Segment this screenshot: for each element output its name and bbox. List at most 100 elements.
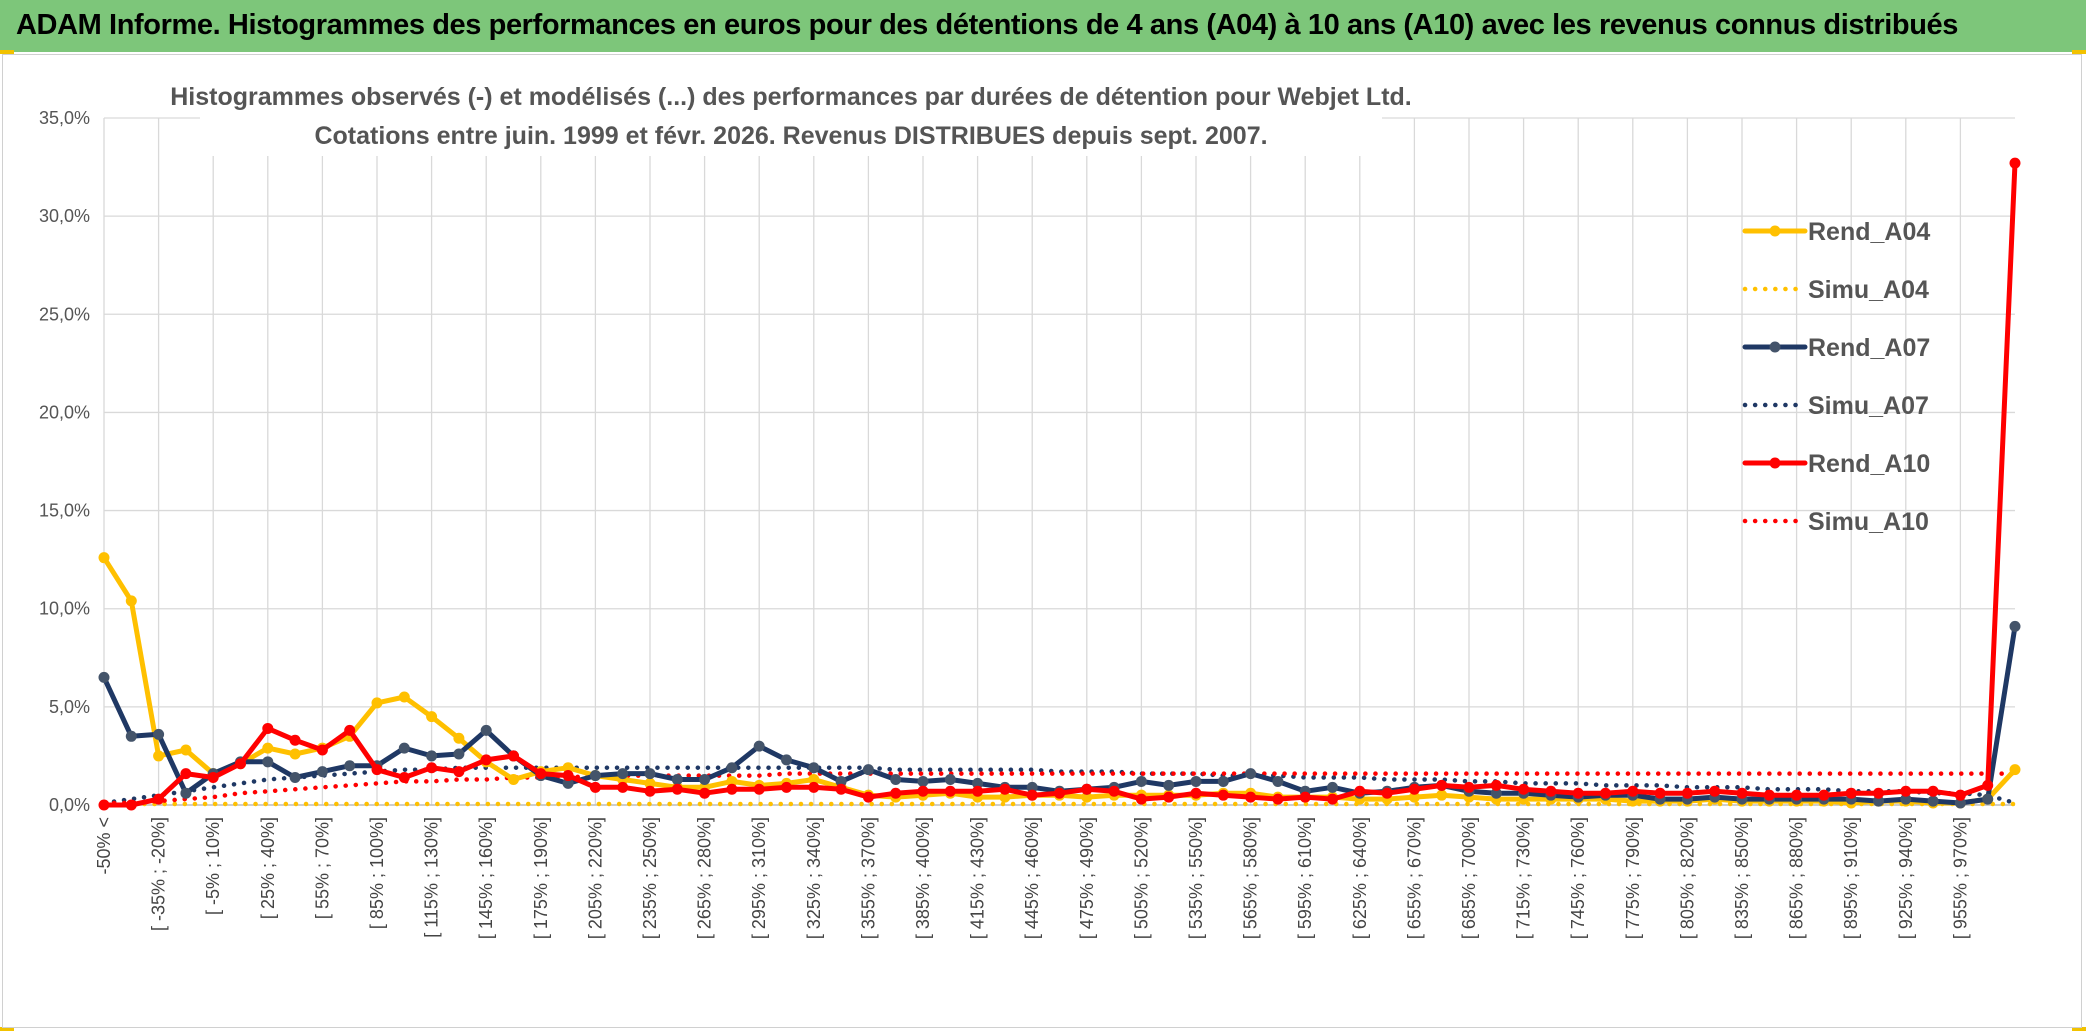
data-point-rend_a07 bbox=[1900, 793, 1912, 805]
data-point-rend_a10 bbox=[1217, 789, 1229, 801]
data-point-rend_a10 bbox=[207, 772, 219, 784]
data-point-rend_a07 bbox=[1190, 775, 1202, 787]
data-point-rend_a10 bbox=[316, 744, 328, 756]
data-point-rend_a07 bbox=[1217, 775, 1229, 787]
data-point-rend_a04 bbox=[808, 773, 820, 785]
data-point-rend_a10 bbox=[1600, 787, 1611, 799]
data-point-rend_a07 bbox=[617, 768, 629, 780]
series-line-rend_a07 bbox=[101, 623, 2018, 806]
data-point-rend_a10 bbox=[1518, 783, 1530, 795]
data-point-rend_a07 bbox=[944, 773, 956, 785]
data-point-rend_a10 bbox=[562, 770, 574, 782]
data-point-rend_a10 bbox=[1982, 779, 1994, 791]
data-point-rend_a07 bbox=[480, 724, 492, 736]
data-point-rend_a10 bbox=[644, 785, 656, 797]
data-point-rend_a10 bbox=[1736, 787, 1748, 799]
data-point-rend_a07 bbox=[98, 671, 110, 683]
data-point-rend_a10 bbox=[999, 783, 1011, 795]
data-point-rend_a07 bbox=[808, 762, 820, 774]
x-tick-label: [ 115% ; 130%] bbox=[422, 817, 442, 938]
legend-marker bbox=[1769, 457, 1781, 469]
x-tick-label: [ 235% ; 250%] bbox=[640, 817, 660, 939]
data-point-rend_a10 bbox=[426, 762, 438, 774]
data-point-rend_a10 bbox=[1463, 781, 1475, 793]
series-line-rend_a04 bbox=[101, 555, 2018, 806]
data-point-rend_a07 bbox=[589, 770, 601, 782]
data-point-rend_a10 bbox=[1627, 785, 1639, 797]
corner-mark bbox=[2072, 1027, 2086, 1031]
y-tick-label: 5,0% bbox=[49, 697, 90, 717]
data-point-rend_a10 bbox=[2009, 157, 2021, 169]
data-point-rend_a07 bbox=[972, 777, 984, 789]
legend-marker bbox=[1769, 225, 1781, 237]
x-tick-label: [ 295% ; 310%] bbox=[749, 817, 769, 939]
data-point-rend_a07 bbox=[426, 750, 438, 762]
data-point-rend_a10 bbox=[1791, 789, 1803, 801]
data-point-rend_a10 bbox=[535, 768, 547, 780]
data-point-rend_a04 bbox=[1436, 789, 1448, 801]
x-tick-label: [ 445% ; 460%] bbox=[1022, 817, 1042, 939]
data-point-rend_a04 bbox=[153, 750, 165, 762]
x-tick-label: [ 595% ; 610%] bbox=[1295, 817, 1315, 939]
corner-mark bbox=[2072, 50, 2086, 54]
data-point-rend_a07 bbox=[262, 756, 274, 768]
data-point-rend_a04 bbox=[262, 742, 274, 754]
data-point-rend_a10 bbox=[235, 758, 246, 770]
series-group bbox=[98, 157, 2021, 811]
data-point-rend_a07 bbox=[1026, 781, 1038, 793]
x-tick-label: [ 895% ; 910%] bbox=[1841, 817, 1861, 939]
data-point-rend_a07 bbox=[1135, 775, 1147, 787]
data-point-rend_a10 bbox=[1190, 787, 1202, 799]
data-point-rend_a10 bbox=[1654, 787, 1666, 799]
data-point-rend_a10 bbox=[1026, 789, 1038, 801]
data-point-rend_a07 bbox=[344, 760, 356, 772]
y-tick-label: 35,0% bbox=[39, 108, 90, 128]
data-point-rend_a10 bbox=[726, 783, 738, 795]
data-point-rend_a07 bbox=[671, 773, 683, 785]
x-tick-label: -50% < bbox=[94, 817, 114, 875]
data-point-rend_a04 bbox=[726, 775, 738, 787]
data-point-rend_a07 bbox=[316, 766, 328, 778]
data-point-rend_a10 bbox=[1327, 793, 1338, 805]
data-point-rend_a04 bbox=[289, 748, 301, 760]
data-point-rend_a10 bbox=[180, 768, 192, 780]
corner-mark bbox=[0, 1027, 14, 1031]
data-point-rend_a10 bbox=[1163, 791, 1175, 803]
y-tick-label: 0,0% bbox=[49, 795, 90, 815]
x-tick-label: [ 955% ; 970%] bbox=[1950, 817, 1970, 939]
data-point-rend_a07 bbox=[835, 775, 847, 787]
legend-label: Simu_A04 bbox=[1808, 276, 1929, 304]
data-point-rend_a04 bbox=[453, 732, 465, 744]
data-point-rend_a04 bbox=[562, 762, 574, 774]
data-point-rend_a10 bbox=[808, 781, 820, 793]
data-point-rend_a10 bbox=[1135, 793, 1147, 805]
data-point-rend_a07 bbox=[1163, 779, 1175, 791]
x-tick-label: [ 265% ; 280%] bbox=[695, 817, 715, 939]
corner-mark bbox=[0, 50, 14, 54]
x-tick-label: [ 415% ; 430%] bbox=[968, 817, 988, 939]
data-point-rend_a07 bbox=[289, 772, 301, 784]
x-tick-label: [ 535% ; 550%] bbox=[1186, 817, 1206, 939]
data-point-rend_a10 bbox=[890, 787, 902, 799]
legend-label: Rend_A07 bbox=[1808, 334, 1930, 362]
legend-marker bbox=[1769, 341, 1781, 353]
data-point-rend_a04 bbox=[125, 595, 137, 607]
data-point-rend_a10 bbox=[1054, 787, 1065, 799]
x-tick-label: [ 25% ; 40%] bbox=[258, 817, 278, 919]
data-point-rend_a04 bbox=[1081, 791, 1093, 803]
x-tick-label: [ 175% ; 190%] bbox=[531, 817, 551, 939]
data-point-rend_a07 bbox=[125, 730, 137, 742]
data-point-rend_a10 bbox=[1709, 785, 1721, 797]
data-point-rend_a10 bbox=[1081, 783, 1093, 795]
series-line-simu_a07 bbox=[101, 765, 2018, 806]
data-point-rend_a04 bbox=[999, 791, 1011, 803]
data-point-rend_a10 bbox=[1873, 787, 1884, 799]
y-tick-label: 30,0% bbox=[39, 206, 90, 226]
data-point-rend_a10 bbox=[1108, 785, 1120, 797]
series-line-rend_a10 bbox=[101, 160, 2018, 808]
data-point-rend_a07 bbox=[180, 787, 192, 799]
data-point-rend_a10 bbox=[453, 766, 465, 778]
grid-lines bbox=[103, 117, 2015, 806]
header-banner: ADAM Informe. Histogrammes des performan… bbox=[0, 0, 2086, 52]
x-tick-label: [ -5% ; 10%] bbox=[203, 817, 223, 915]
